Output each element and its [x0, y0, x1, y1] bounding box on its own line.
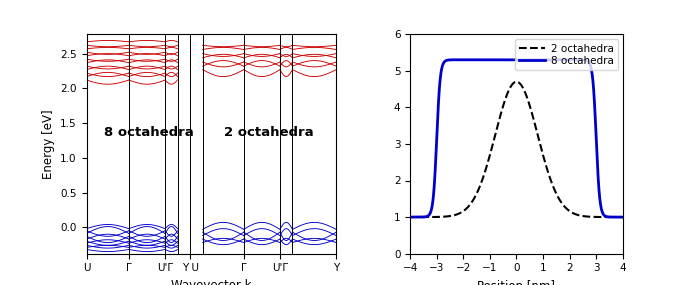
8 octahedra: [498, 58, 506, 62]
X-axis label: Position [nm]: Position [nm]: [477, 279, 556, 285]
2 octahedra: [509, 81, 518, 85]
8 octahedra: [509, 58, 518, 62]
Line: 2 octahedra: 2 octahedra: [410, 82, 623, 217]
2 octahedra: [512, 80, 520, 84]
2 octahedra: [619, 215, 627, 219]
2 octahedra: [406, 215, 415, 219]
2 octahedra: [612, 215, 621, 219]
2 octahedra: [417, 215, 425, 219]
8 octahedra: [619, 215, 627, 219]
Text: 2 octahedra: 2 octahedra: [224, 127, 313, 139]
8 octahedra: [406, 215, 415, 219]
8 octahedra: [574, 58, 582, 62]
Y-axis label: Energy [eV]: Energy [eV]: [42, 109, 55, 179]
Line: 8 octahedra: 8 octahedra: [410, 60, 623, 217]
2 octahedra: [574, 213, 582, 217]
Legend: 2 octahedra, 8 octahedra: 2 octahedra, 8 octahedra: [515, 39, 617, 70]
8 octahedra: [612, 215, 621, 219]
2 octahedra: [504, 91, 512, 94]
2 octahedra: [612, 215, 621, 219]
X-axis label: Wavevector k: Wavevector k: [171, 279, 252, 285]
8 octahedra: [504, 58, 512, 62]
8 octahedra: [612, 215, 621, 219]
8 octahedra: [417, 215, 425, 219]
Text: 8 octahedra: 8 octahedra: [104, 127, 194, 139]
